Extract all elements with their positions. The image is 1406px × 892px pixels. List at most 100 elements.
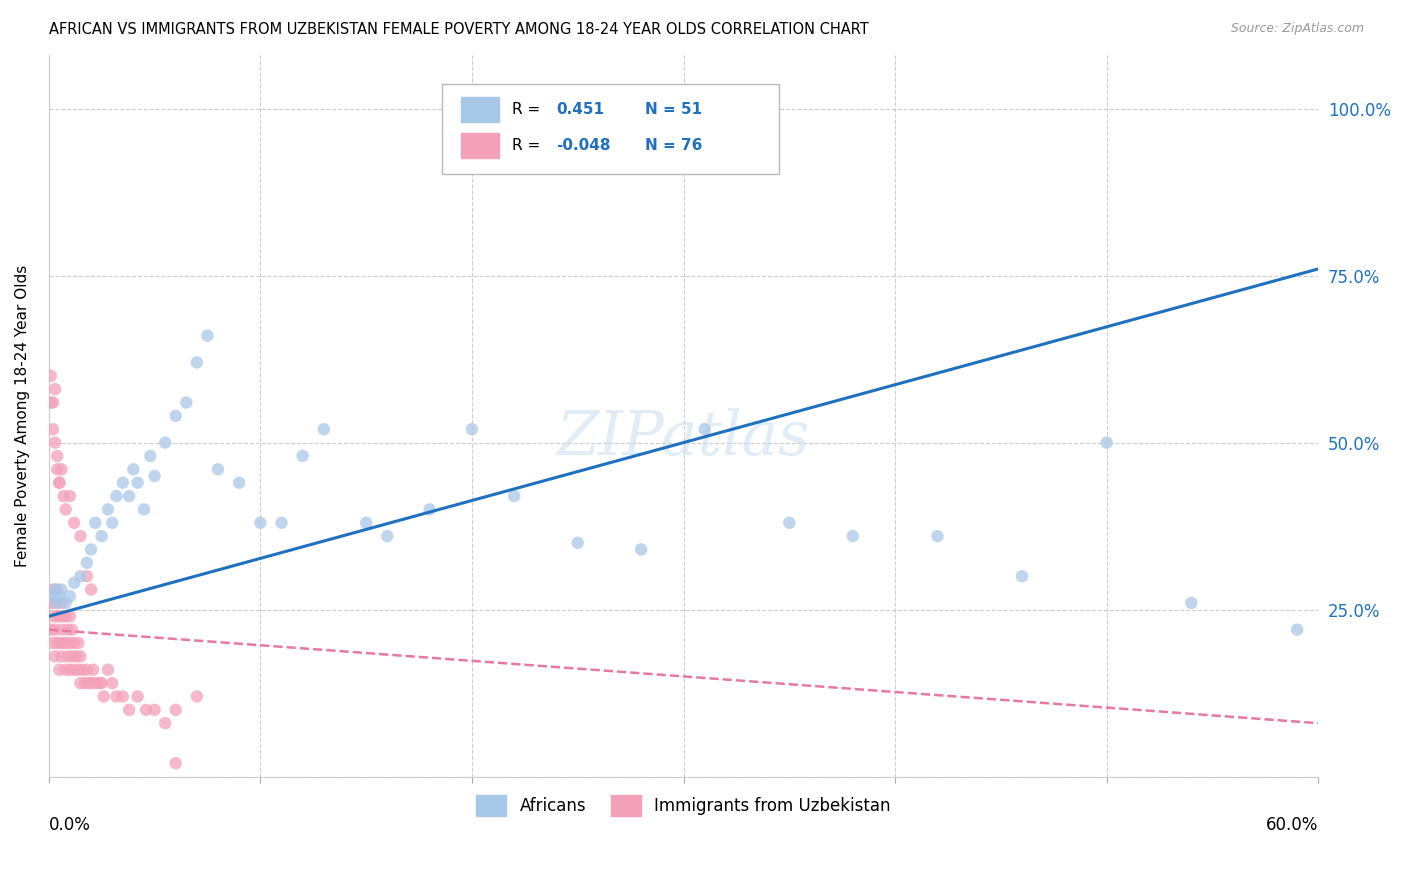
Legend: Africans, Immigrants from Uzbekistan: Africans, Immigrants from Uzbekistan: [470, 789, 897, 822]
Point: [76, 569, 98, 583]
Point: [48, 636, 70, 650]
Point: [105, 489, 128, 503]
Point: [186, 690, 208, 704]
Point: [51, 582, 73, 597]
Point: [73, 676, 96, 690]
Point: [42, 636, 65, 650]
Point: [122, 462, 145, 476]
Point: [63, 516, 86, 530]
Text: 0.451: 0.451: [557, 102, 605, 117]
Text: 60.0%: 60.0%: [1265, 816, 1319, 834]
Text: Source: ZipAtlas.com: Source: ZipAtlas.com: [1230, 22, 1364, 36]
Point: [354, 516, 377, 530]
Point: [132, 502, 155, 516]
Point: [105, 690, 128, 704]
Point: [135, 703, 157, 717]
Point: [39, 623, 62, 637]
Point: [1011, 569, 1033, 583]
Text: -0.048: -0.048: [557, 138, 612, 153]
Point: [69, 569, 91, 583]
Point: [60, 623, 83, 637]
Point: [65, 649, 87, 664]
Point: [228, 475, 250, 490]
Text: N = 76: N = 76: [645, 138, 703, 153]
Point: [51, 649, 73, 664]
Point: [44, 623, 66, 637]
Point: [90, 676, 112, 690]
Point: [48, 589, 70, 603]
Point: [55, 596, 77, 610]
Text: R =: R =: [512, 138, 546, 153]
Point: [118, 489, 141, 503]
Point: [90, 529, 112, 543]
Point: [51, 596, 73, 610]
Point: [143, 703, 166, 717]
Point: [39, 596, 62, 610]
Point: [55, 609, 77, 624]
Point: [51, 623, 73, 637]
Point: [46, 582, 69, 597]
Point: [42, 422, 65, 436]
Bar: [461, 133, 499, 158]
Point: [44, 382, 66, 396]
Point: [778, 516, 800, 530]
Point: [46, 596, 69, 610]
FancyBboxPatch shape: [443, 84, 779, 174]
Y-axis label: Female Poverty Among 18-24 Year Olds: Female Poverty Among 18-24 Year Olds: [15, 265, 30, 567]
Point: [1286, 623, 1309, 637]
Point: [42, 582, 65, 597]
Point: [48, 609, 70, 624]
Point: [46, 636, 69, 650]
Point: [461, 422, 484, 436]
Point: [67, 663, 90, 677]
Point: [56, 649, 79, 664]
Point: [55, 502, 77, 516]
Text: 0.0%: 0.0%: [49, 816, 90, 834]
Point: [52, 636, 75, 650]
Point: [111, 475, 134, 490]
Point: [174, 395, 197, 409]
Point: [44, 649, 66, 664]
Point: [59, 589, 82, 603]
Point: [77, 676, 100, 690]
Point: [80, 542, 103, 557]
Point: [55, 636, 77, 650]
Point: [69, 676, 91, 690]
Point: [59, 636, 82, 650]
Point: [59, 489, 82, 503]
Point: [111, 690, 134, 704]
Point: [291, 449, 314, 463]
Point: [44, 596, 66, 610]
Point: [48, 475, 70, 490]
Point: [118, 703, 141, 717]
Point: [46, 449, 69, 463]
Point: [375, 529, 398, 543]
Point: [153, 716, 176, 731]
Point: [51, 462, 73, 476]
Point: [59, 609, 82, 624]
Point: [153, 435, 176, 450]
Point: [1180, 596, 1202, 610]
Point: [63, 636, 86, 650]
Bar: [461, 96, 499, 122]
Point: [59, 663, 82, 677]
Point: [82, 663, 104, 677]
Point: [69, 529, 91, 543]
Point: [97, 663, 120, 677]
Point: [249, 516, 271, 530]
Point: [48, 475, 70, 490]
Point: [42, 395, 65, 409]
Point: [46, 609, 69, 624]
Point: [97, 502, 120, 516]
Point: [207, 462, 229, 476]
Point: [101, 516, 124, 530]
Point: [67, 636, 90, 650]
Point: [93, 690, 115, 704]
Point: [39, 395, 62, 409]
Point: [44, 582, 66, 597]
Text: ZIPatlas: ZIPatlas: [557, 408, 810, 467]
Point: [39, 368, 62, 383]
Point: [165, 756, 187, 771]
Point: [693, 422, 716, 436]
Point: [101, 676, 124, 690]
